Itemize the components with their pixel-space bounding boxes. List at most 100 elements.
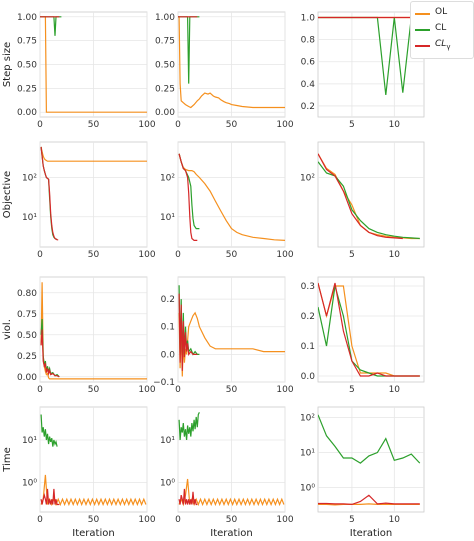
violation-full-ytick-label: 0.80: [17, 289, 37, 299]
time-full-xtick-label: 50: [88, 515, 100, 525]
time-full-series-cl-gamma: [40, 488, 60, 506]
step-size-zoom-ytick-label: 0.25: [155, 84, 175, 94]
time-first-iters-series-cl: [318, 414, 421, 464]
violation-first-iters-ytick-label: 0.0: [301, 372, 316, 382]
objective-full-series-cl-gamma: [40, 146, 59, 241]
xaxis-label-full: Iteration: [72, 528, 114, 539]
objective-zoom-series-cl-gamma: [178, 153, 198, 241]
time-zoom-series-cl: [178, 412, 200, 441]
step-size-first-iters-xtick-label: 10: [389, 120, 401, 130]
violation-zoom-ytick-label: −0.1: [153, 378, 175, 388]
violation-zoom-xtick-label: 100: [276, 385, 293, 395]
row-label-objective: Objective: [2, 171, 13, 218]
time-zoom-series-ol: [178, 478, 285, 507]
violation-zoom-xtick-label: 0: [175, 385, 181, 395]
violation-zoom-xtick-label: 50: [226, 385, 238, 395]
step-size-zoom-series-ol: [178, 16, 285, 109]
violation-zoom-ytick-label: 0.2: [161, 295, 175, 305]
time-zoom-ytick-label: 10⁰: [160, 478, 175, 488]
row-label-time: Time: [2, 447, 13, 472]
step-size-first-iters-ytick-label: 1.0: [301, 14, 316, 24]
violation-zoom-series-cl-gamma: [178, 293, 198, 371]
time-full-series-cl: [40, 414, 58, 447]
violation-first-iters-ytick-label: 0.1: [301, 342, 315, 352]
legend-label-cl: CL: [435, 23, 447, 33]
step-size-first-iters-ytick-label: 0.8: [301, 36, 316, 46]
time-full-xtick-label: 0: [37, 515, 43, 525]
objective-zoom-xtick-label: 50: [226, 250, 238, 260]
objective-first-iters-ytick-label: 10²: [300, 173, 315, 183]
time-first-iters-xtick-label: 5: [349, 515, 355, 525]
step-size-full-ytick-label: 0.00: [17, 108, 37, 118]
violation-full-series-cl-gamma: [40, 329, 60, 378]
legend-label-cl-gamma: CLγ: [435, 39, 451, 51]
step-size-zoom-xtick-label: 0: [175, 120, 181, 130]
legend: OL CL CLγ: [410, 1, 474, 59]
time-full-series-ol: [40, 474, 147, 507]
violation-full-ytick-label: 0.25: [17, 352, 37, 362]
time-zoom-xtick-label: 0: [175, 515, 181, 525]
time-full-xtick-label: 100: [138, 515, 155, 525]
time-first-iters-ytick-label: 10²: [300, 414, 315, 424]
time-first-iters-plot-area: [317, 406, 425, 513]
step-size-first-iters-xtick-label: 5: [349, 120, 355, 130]
step-size-full-xtick-label: 100: [138, 120, 155, 130]
violation-first-iters-ytick-label: 0.3: [301, 282, 315, 292]
violation-first-iters-plot-area: [317, 276, 425, 383]
objective-full-xtick-label: 50: [88, 250, 100, 260]
time-first-iters-xtick-label: 10: [389, 515, 401, 525]
violation-full-ytick-label: 0.75: [17, 310, 37, 320]
violation-full-xtick-label: 0: [37, 385, 43, 395]
violation-first-iters-series-cl-gamma: [318, 282, 420, 377]
violation-full-xtick-label: 50: [88, 385, 100, 395]
step-size-first-iters-ytick-label: 0.6: [301, 58, 316, 68]
objective-zoom-xtick-label: 0: [175, 250, 181, 260]
time-first-iters-ytick-label: 10⁰: [300, 484, 315, 494]
objective-full-xtick-label: 0: [37, 250, 43, 260]
time-first-iters-series-cl-gamma: [318, 494, 420, 506]
violation-full-ytick-label: 0.50: [17, 331, 37, 341]
step-size-zoom-ytick-label: 0.50: [155, 61, 175, 71]
step-size-zoom-ytick-label: 0.00: [155, 108, 175, 118]
objective-first-iters-plot-area: [317, 141, 425, 248]
violation-zoom-ytick-label: 0.0: [161, 350, 176, 360]
time-zoom-xtick-label: 50: [226, 515, 238, 525]
violation-first-iters-xtick-label: 10: [389, 385, 401, 395]
row-label-violation: viol.: [2, 319, 13, 340]
step-size-full-ytick-label: 0.75: [17, 37, 37, 47]
violation-full-ytick-label: 0.00: [17, 373, 37, 383]
time-zoom-ytick-label: 10¹: [160, 436, 175, 446]
legend-label-ol: OL: [435, 7, 448, 17]
step-size-zoom-xtick-label: 50: [226, 120, 238, 130]
objective-zoom-xtick-label: 100: [276, 250, 293, 260]
step-size-first-iters-ytick-label: 0.2: [301, 102, 315, 112]
objective-zoom-series-ol: [178, 153, 285, 241]
legend-swatch-cl-gamma: [415, 45, 430, 47]
time-full-ytick-label: 10¹: [22, 436, 37, 446]
time-zoom-series-cl-gamma: [178, 488, 198, 506]
step-size-full-ytick-label: 1.00: [17, 13, 37, 23]
step-size-zoom-ytick-label: 1.00: [155, 13, 175, 23]
step-size-full-xtick-label: 50: [88, 120, 100, 130]
violation-zoom-ytick-label: 0.1: [161, 323, 175, 333]
step-size-zoom-ytick-label: 0.75: [155, 37, 175, 47]
objective-first-iters-series-cl-gamma: [318, 153, 403, 240]
legend-swatch-cl: [415, 29, 430, 31]
objective-full-ytick-label: 10²: [22, 173, 37, 183]
violation-full-xtick-label: 100: [138, 385, 155, 395]
step-size-full-ytick-label: 0.25: [17, 84, 37, 94]
violation-first-iters-xtick-label: 5: [349, 385, 355, 395]
objective-full-ytick-label: 10¹: [22, 213, 37, 223]
objective-zoom-ytick-label: 10²: [160, 173, 175, 183]
objective-full-xtick-label: 100: [138, 250, 155, 260]
xaxis-label-first-iters: Iteration: [350, 528, 392, 539]
step-size-first-iters-ytick-label: 0.4: [301, 80, 316, 90]
objective-first-iters-xtick-label: 10: [389, 250, 401, 260]
time-first-iters-ytick-label: 10¹: [300, 449, 315, 459]
legend-swatch-ol: [415, 13, 430, 15]
objective-zoom-ytick-label: 10¹: [160, 213, 175, 223]
time-full-ytick-label: 10⁰: [22, 478, 37, 488]
step-size-zoom-xtick-label: 100: [276, 120, 293, 130]
xaxis-label-zoom: Iteration: [210, 528, 252, 539]
